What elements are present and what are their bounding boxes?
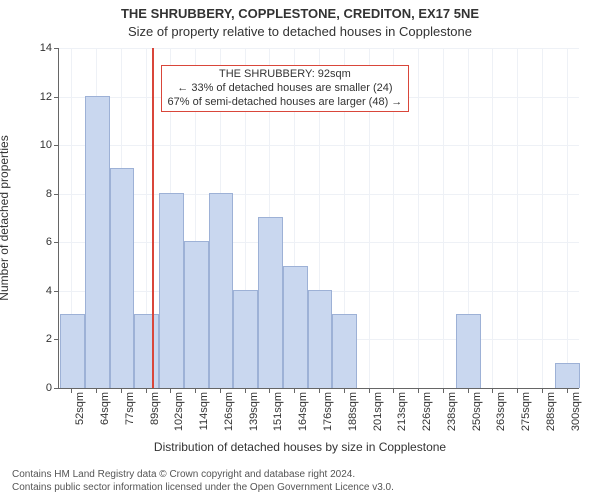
x-tick-label: 188sqm — [347, 392, 359, 431]
x-tick-mark — [344, 388, 345, 393]
x-tick-mark — [245, 388, 246, 393]
x-tick-label: 52sqm — [74, 392, 86, 425]
x-tick-label: 288sqm — [545, 392, 557, 431]
bar — [159, 193, 184, 388]
x-tick-mark — [468, 388, 469, 393]
x-tick-mark — [393, 388, 394, 393]
x-tick-label: 139sqm — [248, 392, 260, 431]
x-tick-label: 263sqm — [495, 392, 507, 431]
y-tick-mark — [54, 291, 59, 292]
y-tick-label: 2 — [22, 333, 52, 345]
annotation-box: THE SHRUBBERY: 92sqm← 33% of detached ho… — [161, 65, 410, 112]
x-tick-label: 300sqm — [570, 392, 582, 431]
y-tick-mark — [54, 242, 59, 243]
footer-line-2: Contains public sector information licen… — [12, 482, 394, 495]
x-tick-label: 226sqm — [421, 392, 433, 431]
x-tick-mark — [369, 388, 370, 393]
x-tick-label: 164sqm — [297, 392, 309, 431]
x-tick-mark — [146, 388, 147, 393]
reference-line — [152, 48, 154, 388]
gridline-v — [542, 48, 543, 388]
x-tick-label: 77sqm — [124, 392, 136, 425]
x-tick-label: 250sqm — [471, 392, 483, 431]
gridline-v — [443, 48, 444, 388]
bar — [308, 290, 333, 388]
x-tick-mark — [170, 388, 171, 393]
x-axis-label: Distribution of detached houses by size … — [0, 440, 600, 454]
bar — [184, 241, 209, 388]
bar — [456, 314, 481, 388]
x-tick-label: 151sqm — [272, 392, 284, 431]
x-tick-mark — [418, 388, 419, 393]
gridline-v — [492, 48, 493, 388]
plot-area: THE SHRUBBERY: 92sqm← 33% of detached ho… — [58, 48, 579, 389]
x-tick-label: 114sqm — [198, 392, 210, 430]
chart-title-main: THE SHRUBBERY, COPPLESTONE, CREDITON, EX… — [0, 6, 600, 21]
annotation-line: ← 33% of detached houses are smaller (24… — [168, 82, 403, 96]
bar — [85, 96, 110, 388]
bar — [134, 314, 159, 388]
x-tick-label: 201sqm — [372, 392, 384, 431]
y-tick-label: 0 — [22, 382, 52, 394]
y-tick-mark — [54, 339, 59, 340]
bar — [332, 314, 357, 388]
x-tick-mark — [567, 388, 568, 393]
bar — [110, 168, 135, 388]
x-tick-label: 64sqm — [99, 392, 111, 425]
bar — [209, 193, 234, 388]
annotation-line: THE SHRUBBERY: 92sqm — [168, 68, 403, 82]
chart-title-sub: Size of property relative to detached ho… — [0, 24, 600, 39]
x-tick-mark — [319, 388, 320, 393]
footer-attribution: Contains HM Land Registry data © Crown c… — [12, 469, 394, 494]
x-tick-mark — [294, 388, 295, 393]
y-tick-label: 14 — [22, 42, 52, 54]
annotation-line: 67% of semi-detached houses are larger (… — [168, 96, 403, 110]
y-tick-label: 6 — [22, 236, 52, 248]
x-tick-mark — [220, 388, 221, 393]
x-tick-mark — [517, 388, 518, 393]
x-tick-label: 238sqm — [446, 392, 458, 431]
y-tick-mark — [54, 48, 59, 49]
x-tick-mark — [195, 388, 196, 393]
bar — [60, 314, 85, 388]
x-tick-mark — [71, 388, 72, 393]
bar — [283, 266, 308, 388]
gridline-v — [567, 48, 568, 388]
x-tick-mark — [269, 388, 270, 393]
bar — [258, 217, 283, 388]
bar — [233, 290, 258, 388]
bar — [555, 363, 580, 388]
x-tick-label: 176sqm — [322, 392, 334, 431]
x-tick-mark — [542, 388, 543, 393]
x-tick-label: 275sqm — [520, 392, 532, 431]
y-tick-mark — [54, 145, 59, 146]
x-tick-label: 213sqm — [396, 392, 408, 431]
y-tick-mark — [54, 388, 59, 389]
y-tick-label: 8 — [22, 188, 52, 200]
footer-line-1: Contains HM Land Registry data © Crown c… — [12, 469, 394, 482]
chart-container: THE SHRUBBERY, COPPLESTONE, CREDITON, EX… — [0, 0, 600, 500]
y-tick-label: 10 — [22, 139, 52, 151]
y-tick-label: 12 — [22, 91, 52, 103]
x-tick-mark — [492, 388, 493, 393]
gridline-v — [517, 48, 518, 388]
x-tick-mark — [443, 388, 444, 393]
y-axis-label: Number of detached properties — [0, 135, 11, 300]
gridline-v — [418, 48, 419, 388]
y-tick-mark — [54, 194, 59, 195]
y-tick-label: 4 — [22, 285, 52, 297]
x-tick-label: 89sqm — [149, 392, 161, 425]
x-tick-mark — [96, 388, 97, 393]
x-tick-mark — [121, 388, 122, 393]
x-tick-label: 126sqm — [223, 392, 235, 431]
y-tick-mark — [54, 97, 59, 98]
x-tick-label: 102sqm — [173, 392, 185, 431]
